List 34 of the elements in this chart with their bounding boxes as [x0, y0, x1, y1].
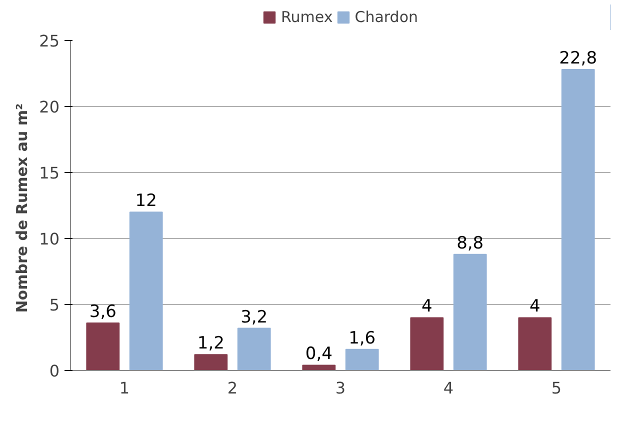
data-label: 22,8 — [559, 48, 598, 69]
data-label: 1,6 — [348, 328, 376, 348]
y-tick-label: 5 — [49, 296, 60, 314]
data-label: 8,8 — [456, 233, 484, 254]
bar — [453, 254, 487, 370]
bar — [86, 322, 120, 370]
bar — [345, 348, 379, 370]
data-label: 1,2 — [197, 334, 224, 354]
data-label: 0,4 — [305, 344, 332, 364]
y-tick-label: 20 — [39, 98, 60, 116]
bar — [410, 317, 444, 370]
data-label: 3,2 — [240, 307, 268, 328]
bar — [129, 212, 163, 370]
x-tick-label: 4 — [443, 378, 454, 398]
y-axis-title: Nombre de Rumex au m² — [13, 103, 32, 313]
bar — [518, 317, 552, 370]
x-tick-label: 2 — [227, 378, 238, 398]
bar — [302, 364, 336, 370]
y-tick-label: 10 — [39, 230, 60, 248]
y-tick-label: 0 — [49, 362, 60, 380]
x-tick-label: 3 — [335, 378, 346, 398]
data-label: 4 — [421, 296, 432, 317]
data-label: 3,6 — [89, 302, 116, 322]
bar — [561, 69, 595, 370]
x-tick-label: 1 — [119, 378, 130, 398]
x-tick-label: 5 — [551, 378, 562, 398]
data-label: 12 — [135, 191, 157, 212]
legend-label: Chardon — [354, 8, 418, 26]
y-tick-label: 25 — [39, 32, 60, 50]
y-tick-label: 15 — [39, 164, 60, 182]
bar — [237, 328, 271, 370]
legend-label: Rumex — [281, 8, 333, 26]
bar — [194, 354, 228, 370]
data-label: 4 — [529, 296, 540, 317]
